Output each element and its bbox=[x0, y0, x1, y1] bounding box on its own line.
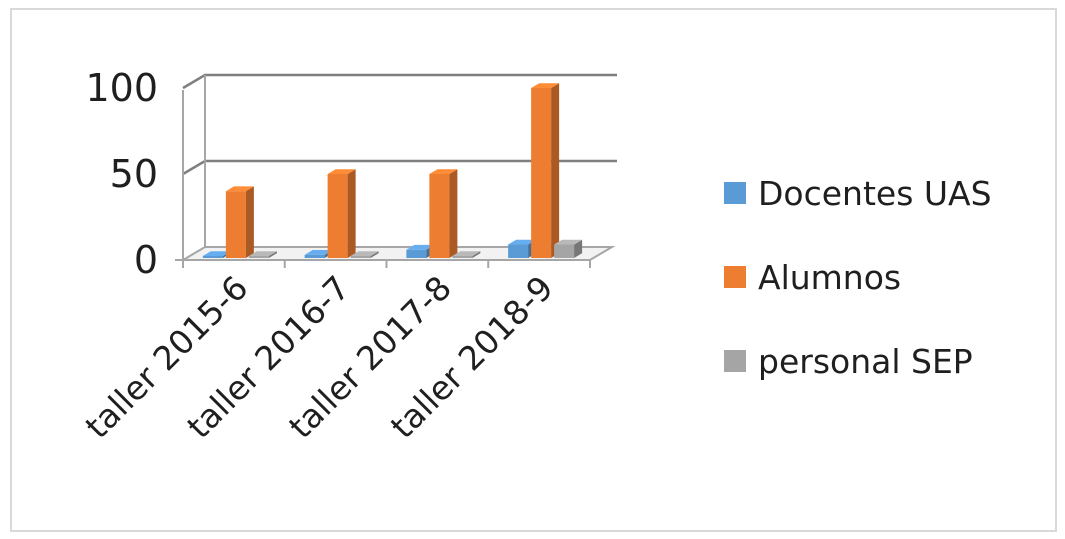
bar-side bbox=[245, 186, 254, 258]
y-tick-label: 0 bbox=[134, 238, 158, 282]
bar-top bbox=[225, 186, 254, 192]
axes bbox=[175, 75, 591, 268]
bar-top bbox=[554, 239, 583, 245]
bar-front bbox=[406, 249, 427, 258]
bar-front bbox=[531, 88, 552, 258]
bar-front bbox=[202, 256, 223, 258]
bar-top bbox=[202, 251, 231, 256]
legend-swatch bbox=[724, 266, 746, 288]
bar-top bbox=[452, 251, 481, 256]
bar-top bbox=[508, 239, 537, 245]
bar-front bbox=[304, 254, 325, 258]
bar-side bbox=[449, 169, 458, 258]
bar-top bbox=[429, 169, 458, 174]
legend-item: Alumnos bbox=[724, 258, 901, 297]
bar-front bbox=[327, 174, 348, 258]
bar-top bbox=[350, 251, 379, 256]
bar-side bbox=[551, 83, 560, 258]
bar-alumnos-1 bbox=[327, 169, 356, 258]
bars bbox=[202, 83, 583, 258]
bar-personal-sep-2 bbox=[452, 251, 481, 258]
bar-top bbox=[248, 251, 277, 256]
y-tick-label: 100 bbox=[85, 66, 158, 110]
bar-front bbox=[554, 244, 575, 258]
bar-side bbox=[472, 251, 481, 258]
bar-side bbox=[574, 239, 583, 258]
bar-front bbox=[225, 191, 246, 258]
bar-front bbox=[429, 174, 450, 258]
bar-top bbox=[531, 83, 560, 88]
bar-alumnos-0 bbox=[225, 186, 254, 258]
legend-item: Docentes UAS bbox=[724, 174, 992, 213]
bar-top bbox=[406, 244, 435, 250]
legend-label: personal SEP bbox=[758, 342, 973, 381]
legend-label: Docentes UAS bbox=[758, 174, 992, 213]
bar-front bbox=[452, 256, 473, 258]
legend-label: Alumnos bbox=[758, 258, 901, 297]
bar-front bbox=[350, 256, 371, 258]
y-axis-ticks: 0 50 100 bbox=[85, 66, 158, 282]
bar-personal-sep-3 bbox=[554, 239, 583, 258]
bar-side bbox=[370, 251, 379, 258]
bar-personal-sep-0 bbox=[248, 251, 277, 258]
bar-front bbox=[508, 244, 529, 258]
y-tick-label: 50 bbox=[110, 152, 158, 196]
legend-item: personal SEP bbox=[724, 342, 973, 381]
bar-alumnos-3 bbox=[531, 83, 560, 258]
legend-swatch bbox=[724, 182, 746, 204]
bar-side bbox=[268, 251, 277, 258]
bar-personal-sep-1 bbox=[350, 251, 379, 258]
legend: Docentes UAS Alumnos personal SEP bbox=[724, 174, 992, 381]
bar-top bbox=[327, 169, 356, 174]
legend-swatch bbox=[724, 350, 746, 372]
bar-top bbox=[304, 250, 333, 255]
bar-alumnos-2 bbox=[429, 169, 458, 258]
bar-side bbox=[347, 169, 356, 258]
bar-front bbox=[248, 256, 269, 258]
